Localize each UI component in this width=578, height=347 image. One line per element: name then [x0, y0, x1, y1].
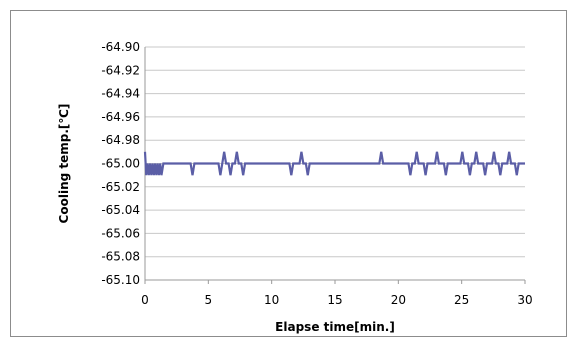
y-tick-label: -65.00: [101, 157, 140, 171]
y-tick-label: -64.96: [101, 110, 140, 124]
x-tick-label: 0: [141, 293, 149, 307]
y-tick-label: -65.10: [101, 273, 140, 287]
x-tick-label: 20: [391, 293, 406, 307]
y-tick-label: -64.98: [101, 133, 140, 147]
y-tick-label: -65.08: [101, 250, 140, 264]
y-tick-label: -65.04: [101, 203, 140, 217]
x-tick-labels: 0 5 10 15 20 25 30: [141, 280, 533, 307]
y-tick-labels: -64.90 -64.92 -64.94 -64.96 -64.98 -65.00 -65.…: [101, 40, 140, 287]
chart-frame: [10, 10, 567, 337]
gridlines: [145, 46, 525, 281]
x-axis-title: Elapse time[min.]: [275, 320, 395, 334]
series-layer: [143, 151, 525, 176]
x-tick-label: 10: [264, 293, 279, 307]
y-tick-label: -64.92: [101, 63, 140, 77]
y-tick-label: -65.06: [101, 226, 140, 240]
y-tick-label: -64.94: [101, 87, 140, 101]
y-tick-label: -65.02: [101, 180, 140, 194]
x-tick-label: 15: [327, 293, 342, 307]
x-tick-label: 5: [205, 293, 213, 307]
x-tick-label: 30: [517, 293, 532, 307]
x-tick-label: 25: [454, 293, 469, 307]
y-tick-label: -64.90: [101, 40, 140, 54]
y-axis-title: Cooling temp.[℃]: [57, 104, 71, 224]
series-line: [143, 151, 525, 176]
